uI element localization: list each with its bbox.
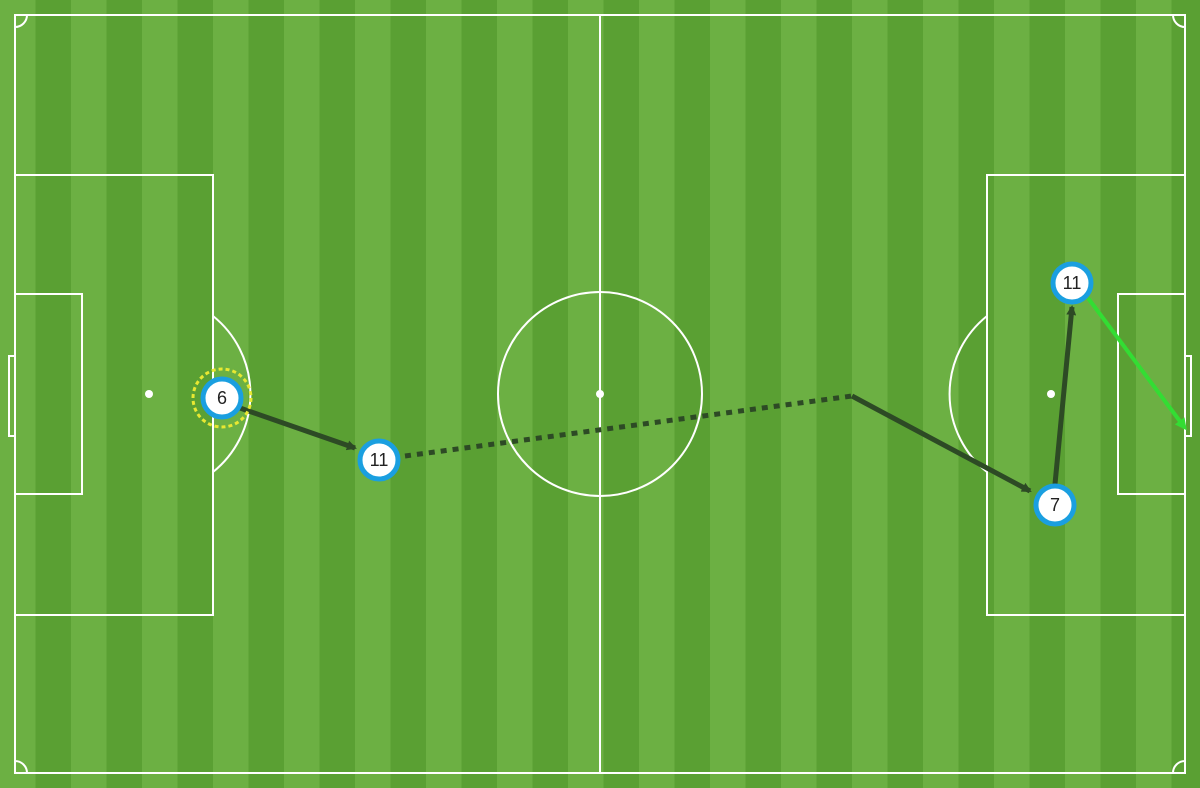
grass-stripe — [319, 0, 356, 788]
grass-stripe — [248, 0, 285, 788]
pass-arrow-6-to-11 — [239, 405, 357, 451]
left-penalty-spot — [145, 390, 153, 398]
player-marker-7[interactable]: 7 — [1033, 483, 1077, 527]
grass-stripe — [71, 0, 107, 788]
player-number: 7 — [1050, 495, 1060, 515]
player-number: 6 — [217, 388, 227, 408]
player-marker-6[interactable]: 6 — [191, 367, 253, 429]
grass-stripe — [887, 0, 924, 788]
grass-stripe — [390, 0, 427, 788]
grass-stripe — [852, 0, 888, 788]
grass-stripe — [674, 0, 711, 788]
grass-stripe — [461, 0, 498, 788]
grass-stripe — [1065, 0, 1101, 788]
grass-stripe — [639, 0, 675, 788]
grass-stripe — [994, 0, 1030, 788]
player-disc — [1033, 483, 1077, 527]
centre-spot — [596, 390, 604, 398]
player-marker-11-left[interactable]: 11 — [357, 438, 401, 482]
right-penalty-arc — [948, 315, 988, 473]
grass-stripe — [426, 0, 462, 788]
pitch-markings — [8, 14, 1192, 774]
corner-arc-tl — [14, 14, 28, 28]
grass-stripe — [284, 0, 320, 788]
grass-stripe — [781, 0, 817, 788]
grass-stripe — [0, 0, 36, 788]
grass-stripe — [106, 0, 143, 788]
player-disc — [1050, 261, 1094, 305]
grass-stripe — [603, 0, 640, 788]
right-penalty-spot — [1047, 390, 1055, 398]
pass-arrow-to-7 — [850, 393, 1032, 494]
shot-arrow — [1086, 296, 1187, 431]
pass-arrow-7-to-11 — [1052, 305, 1077, 485]
action-lines — [239, 296, 1187, 494]
grass-stripe — [745, 0, 782, 788]
grass-stripe — [958, 0, 995, 788]
grass-stripe — [816, 0, 853, 788]
players: 6 11 7 11 — [191, 261, 1094, 527]
pitch-spots — [145, 390, 1055, 398]
player-number: 11 — [370, 450, 389, 470]
highlight-ring — [191, 367, 253, 429]
player-disc — [357, 438, 401, 482]
right-goal — [1184, 355, 1192, 437]
grass-stripe — [35, 0, 72, 788]
corner-arc-tr — [1172, 14, 1186, 28]
grass-stripe — [497, 0, 533, 788]
left-goal — [8, 355, 16, 437]
grass-stripe — [1136, 0, 1172, 788]
carry-dotted-line — [404, 393, 853, 459]
corner-arc-br — [1172, 760, 1186, 774]
grass-stripe — [532, 0, 569, 788]
player-disc — [200, 376, 244, 420]
player-marker-11-right[interactable]: 11 — [1050, 261, 1094, 305]
centre-circle — [497, 291, 703, 497]
grass-stripe — [355, 0, 391, 788]
corner-arc-bl — [14, 760, 28, 774]
player-number: 11 — [1063, 273, 1082, 293]
grass-stripe — [710, 0, 746, 788]
grass-stripe — [923, 0, 959, 788]
